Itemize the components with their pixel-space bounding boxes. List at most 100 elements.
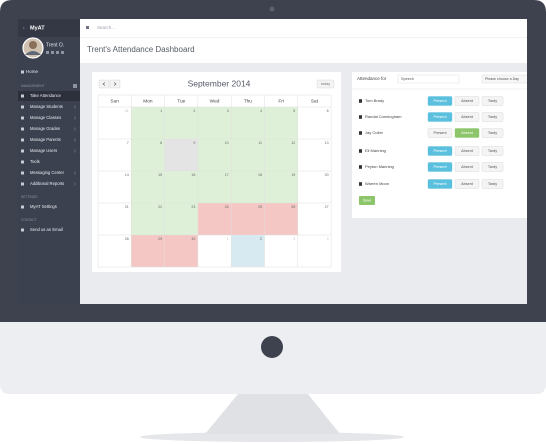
day-cell[interactable] [231, 107, 265, 139]
back-arrow[interactable]: ‹ [23, 25, 25, 31]
status-button[interactable] [454, 96, 480, 106]
nav-item[interactable]: Manage Users [30, 148, 57, 153]
today-button-label[interactable]: today [321, 82, 330, 86]
day-cell[interactable] [197, 107, 232, 139]
user-icon[interactable] [46, 51, 49, 54]
day-cell[interactable] [197, 203, 232, 235]
day-cell[interactable] [297, 235, 332, 267]
status-button[interactable] [427, 179, 453, 189]
day-cell[interactable] [164, 139, 198, 171]
status-button[interactable] [481, 96, 504, 106]
day-cell[interactable] [98, 139, 132, 171]
save-button[interactable] [359, 196, 375, 205]
status-button[interactable] [481, 112, 504, 122]
user-icon[interactable] [56, 51, 59, 54]
status-button[interactable] [454, 179, 480, 189]
day-cell[interactable] [164, 203, 198, 235]
status-button-label[interactable]: Absent [461, 115, 474, 119]
today-button[interactable] [316, 79, 335, 89]
status-button[interactable] [454, 112, 480, 122]
status-button[interactable] [427, 112, 453, 122]
status-button-label[interactable]: Tardy [488, 149, 497, 153]
day-cell[interactable] [98, 235, 132, 267]
status-button[interactable] [427, 128, 453, 138]
user-icon[interactable] [51, 51, 54, 54]
nav-item[interactable]: Tools [30, 159, 40, 164]
day-cell[interactable] [131, 171, 165, 203]
status-button[interactable] [454, 128, 480, 138]
status-button[interactable] [454, 146, 480, 156]
save-button-label[interactable]: Save [363, 199, 372, 203]
status-button-label[interactable]: Present [433, 131, 447, 135]
status-button[interactable] [454, 162, 480, 172]
nav-item[interactable]: Messaging Center [30, 170, 65, 175]
next-button[interactable] [109, 79, 121, 89]
day-cell[interactable] [264, 139, 298, 171]
prev-button[interactable] [98, 79, 110, 89]
day-cell[interactable] [231, 171, 265, 203]
day-cell[interactable] [164, 171, 198, 203]
status-button-label[interactable]: Absent [461, 165, 474, 169]
status-button-label[interactable]: Present [433, 99, 447, 103]
nav-home[interactable]: Home [26, 69, 39, 74]
status-button-label[interactable]: Absent [461, 182, 474, 186]
nav-item[interactable]: Manage Parents [30, 137, 61, 142]
status-button-label[interactable]: Absent [461, 149, 474, 153]
day-cell[interactable] [98, 203, 132, 235]
day-cell[interactable] [197, 139, 232, 171]
status-button[interactable] [427, 96, 453, 106]
day-cell[interactable] [231, 139, 265, 171]
status-button[interactable] [481, 162, 504, 172]
status-button[interactable] [427, 146, 453, 156]
day-cell[interactable] [197, 235, 232, 267]
nav-item[interactable]: Manage Grades [30, 126, 60, 131]
day-cell[interactable] [164, 235, 198, 267]
day-cell[interactable] [131, 139, 165, 171]
status-button-label[interactable]: Present [433, 149, 447, 153]
day-cell[interactable] [231, 203, 265, 235]
status-button-label[interactable]: Absent [461, 131, 474, 135]
class-input-value[interactable]: Speech [401, 77, 414, 81]
status-button-label[interactable]: Tardy [488, 115, 497, 119]
day-cell[interactable] [297, 107, 332, 139]
status-button-label[interactable]: Present [433, 165, 447, 169]
day-select[interactable] [481, 74, 542, 84]
day-cell[interactable] [264, 203, 298, 235]
search-input[interactable]: Search... [97, 25, 115, 30]
day-cell[interactable] [131, 235, 165, 267]
status-button[interactable] [481, 146, 504, 156]
status-button-label[interactable]: Tardy [488, 165, 497, 169]
day-cell[interactable] [98, 171, 132, 203]
day-cell[interactable] [297, 139, 332, 171]
nav-item[interactable]: Manage Students [30, 104, 63, 109]
status-button[interactable] [481, 128, 504, 138]
status-button-label[interactable]: Present [433, 182, 447, 186]
day-cell[interactable] [164, 107, 198, 139]
day-cell[interactable] [231, 235, 265, 267]
day-cell[interactable] [264, 107, 298, 139]
nav-item[interactable]: Additional Reports [30, 181, 64, 186]
status-button-label[interactable]: Tardy [488, 131, 497, 135]
class-input[interactable] [397, 74, 460, 84]
menu-icon[interactable] [86, 26, 89, 29]
day-cell[interactable] [98, 107, 132, 139]
user-icon[interactable] [61, 51, 64, 54]
status-button[interactable] [427, 162, 453, 172]
day-cell[interactable] [264, 235, 298, 267]
day-cell[interactable] [131, 203, 165, 235]
status-button-label[interactable]: Present [433, 115, 447, 119]
collapse-toggle[interactable] [73, 84, 77, 88]
status-button[interactable] [481, 179, 504, 189]
status-button-label[interactable]: Tardy [488, 99, 497, 103]
nav-item[interactable]: MyAT Settings [30, 204, 57, 209]
day-cell[interactable] [297, 171, 332, 203]
nav-item[interactable]: Take Attendance [30, 93, 62, 98]
day-cell[interactable] [131, 107, 165, 139]
nav-item[interactable]: Send us an Email [30, 227, 63, 232]
day-cell[interactable] [264, 171, 298, 203]
status-button-label[interactable]: Tardy [488, 182, 497, 186]
day-select-value[interactable]: Please choose a Day [485, 77, 519, 81]
day-cell[interactable] [297, 203, 332, 235]
day-cell[interactable] [197, 171, 232, 203]
nav-item[interactable]: Manage Classes [30, 115, 61, 120]
